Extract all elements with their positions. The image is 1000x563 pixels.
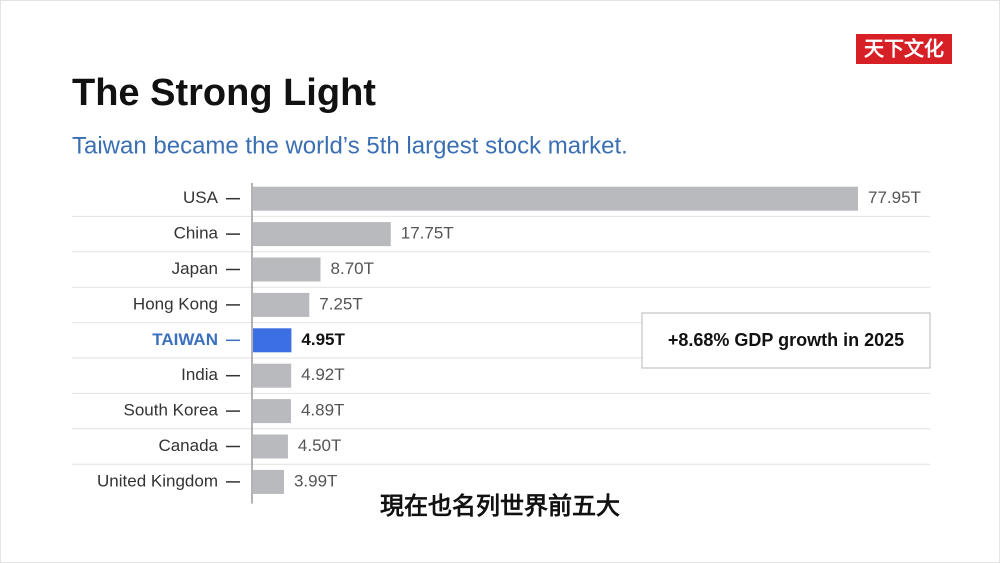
bar <box>253 328 292 353</box>
value-label: 3.99T <box>294 471 337 490</box>
category-label: Canada <box>158 436 218 455</box>
annotation-box <box>641 312 931 369</box>
chart-subtitle: Taiwan became the world’s 5th largest st… <box>72 132 628 159</box>
category-label: India <box>181 365 218 384</box>
category-label: TAIWAN <box>152 330 218 349</box>
value-label: 4.50T <box>298 436 341 455</box>
category-label: United Kingdom <box>97 471 218 490</box>
caption: 現在也名列世界前五大 <box>380 492 620 520</box>
plot: USA 77.95T China 17.75T Japan 8.70T Hong Kong 7… <box>72 183 930 504</box>
value-label: 4.92T <box>301 365 344 384</box>
value-label: 7.25T <box>319 294 362 313</box>
category-label: South Korea <box>123 401 218 420</box>
bar <box>253 434 288 459</box>
logo-box <box>856 34 952 64</box>
chart-title: The Strong Light <box>72 72 376 114</box>
logo: 天下文化 <box>864 37 944 61</box>
bar <box>253 257 321 282</box>
bar <box>253 399 291 424</box>
bar <box>253 469 284 494</box>
bar <box>253 363 292 388</box>
value-label: 8.70T <box>331 259 374 278</box>
category-label: USA <box>183 188 219 207</box>
annotation: +8.68% GDP growth in 2025 <box>668 330 904 350</box>
value-label: 77.95T <box>868 188 921 207</box>
value-label: 17.75T <box>401 224 454 243</box>
category-label: Hong Kong <box>133 294 218 313</box>
bar <box>253 292 310 317</box>
bar <box>253 222 391 247</box>
category-label: China <box>174 224 219 243</box>
bar <box>253 186 858 211</box>
category-label: Japan <box>172 259 218 278</box>
value-label: 4.89T <box>301 401 344 420</box>
value-label: 4.95T <box>301 330 345 349</box>
